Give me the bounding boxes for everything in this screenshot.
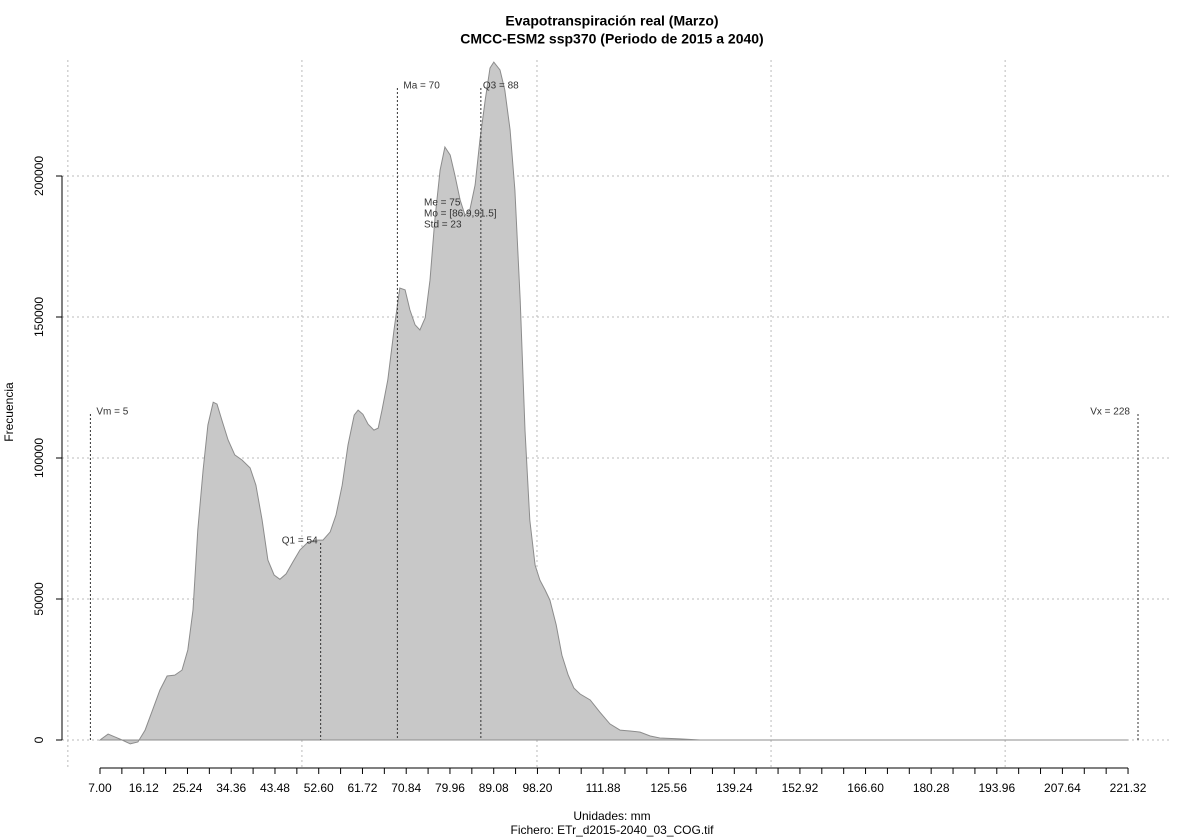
chart-subtitle: CMCC-ESM2 ssp370 (Periodo de 2015 a 2040… (460, 31, 763, 47)
x-tick-label: 43.48 (260, 781, 290, 795)
marker-label: Vx = 228 (1090, 407, 1130, 418)
y-axis-label: Frecuencia (2, 382, 16, 442)
x-tick-label: 89.08 (479, 781, 509, 795)
y-tick-label: 100000 (32, 438, 46, 478)
stat-label: Me = 75 (424, 198, 461, 209)
x-tick-label: 52.60 (304, 781, 334, 795)
x-axis-label: Unidades: mm (573, 809, 650, 823)
marker-label: Ma = 70 (403, 81, 440, 92)
x-tick-label: 25.24 (172, 781, 202, 795)
y-tick-label: 50000 (32, 582, 46, 616)
y-tick-label: 200000 (32, 156, 46, 196)
marker-label: Vm = 5 (96, 407, 128, 418)
x-tick-label: 34.36 (216, 781, 246, 795)
stat-label: Std = 23 (424, 220, 462, 231)
marker-label: Q1 = 54 (282, 536, 318, 547)
x-tick-label: 98.20 (522, 781, 552, 795)
x-tick-label: 61.72 (347, 781, 377, 795)
chart-title: Evapotranspiración real (Marzo) (505, 13, 718, 29)
x-tick-label: 152.92 (782, 781, 819, 795)
x-tick-label: 180.28 (913, 781, 950, 795)
y-tick-label: 150000 (32, 297, 46, 337)
x-tick-label: 16.12 (129, 781, 159, 795)
x-tick-label: 79.96 (435, 781, 465, 795)
marker-label: Q3 = 88 (483, 81, 519, 92)
x-tick-label: 7.00 (88, 781, 112, 795)
x-tick-label: 139.24 (716, 781, 753, 795)
y-tick-label: 0 (32, 736, 46, 743)
x-tick-label: 193.96 (978, 781, 1015, 795)
x-tick-label: 166.60 (847, 781, 884, 795)
stat-label: Mo = [86.9,91.5] (424, 209, 497, 220)
x-tick-label: 70.84 (391, 781, 421, 795)
density-area (98, 61, 1128, 745)
x-tick-label: 221.32 (1110, 781, 1147, 795)
file-label: Fichero: ETr_d2015-2040_03_COG.tif (511, 823, 715, 837)
x-tick-label: 125.56 (650, 781, 687, 795)
x-tick-label: 207.64 (1044, 781, 1081, 795)
x-tick-label: 111.88 (586, 781, 621, 795)
